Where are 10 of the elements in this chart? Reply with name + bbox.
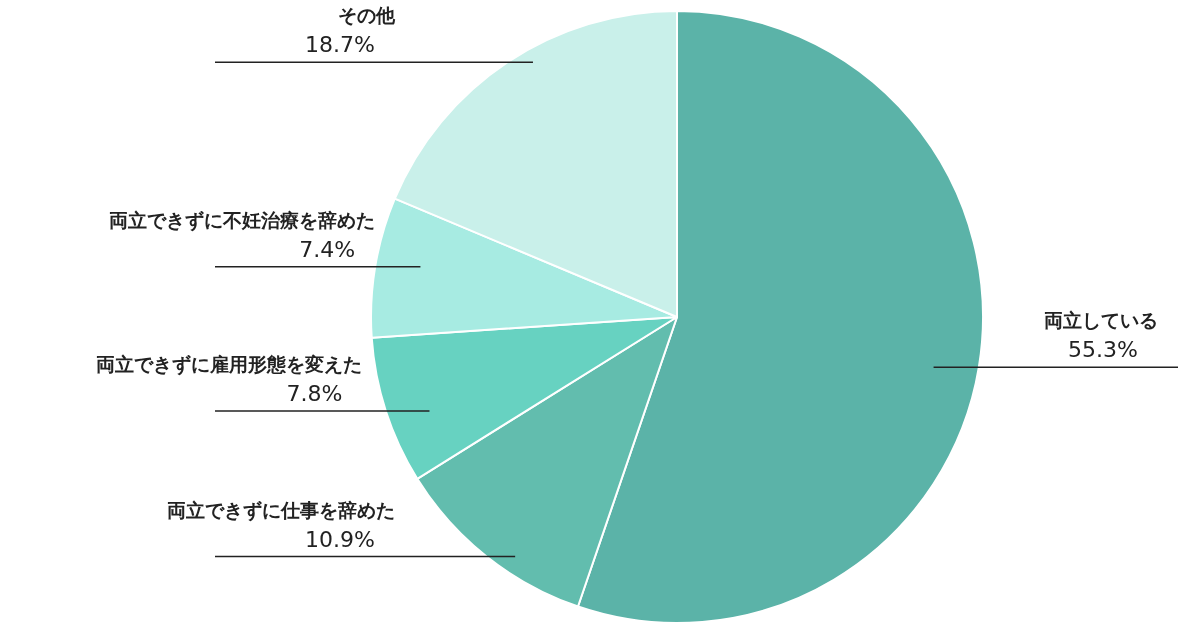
data-label: 55.3% xyxy=(1068,337,1138,363)
data-label: 7.8% xyxy=(286,381,343,407)
data-label: 18.7% xyxy=(305,32,375,58)
slice-label: 両立している xyxy=(1044,309,1158,332)
slice-label: その他 xyxy=(338,4,396,27)
data-label: 7.4% xyxy=(299,236,356,262)
data-label: 10.9% xyxy=(305,526,375,552)
slice-label: 両立できずに不妊治療を辞めた xyxy=(109,208,376,232)
slice-label: 両立できずに仕事を辞めた xyxy=(167,498,395,522)
slice-label: 両立できずに雇用形態を変えた xyxy=(96,353,363,377)
